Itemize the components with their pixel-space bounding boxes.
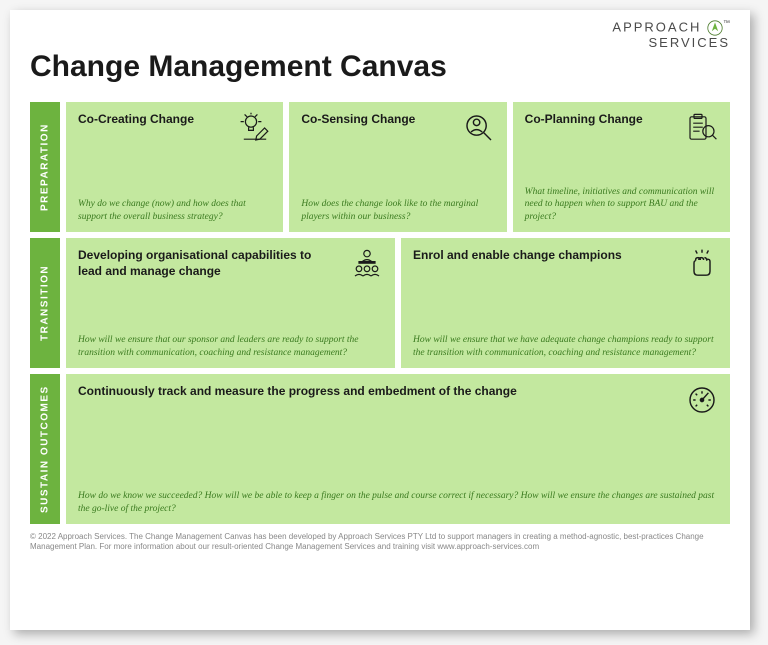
footer-copyright: © 2022 Approach Services. The Change Man… <box>30 532 730 553</box>
cards-sustain: Continuously track and measure the progr… <box>66 374 730 524</box>
magnifier-user-icon <box>463 112 495 144</box>
logo-line2: SERVICES <box>648 35 730 50</box>
card-question: How do we know we succeeded? How will we… <box>78 490 718 516</box>
cards-transition: Developing organisational capabilities t… <box>66 238 730 368</box>
row-preparation: PREPARATION Co-Creating Change <box>30 102 730 232</box>
card-question: How will we ensure that we have adequate… <box>413 334 718 360</box>
canvas-grid: PREPARATION Co-Creating Change <box>30 102 730 524</box>
rail-sustain: SUSTAIN OUTCOMES <box>30 374 60 524</box>
card-change-champions: Enrol and enable change champions How wi… <box>401 238 730 368</box>
card-title: Co-Creating Change <box>78 112 194 128</box>
clipboard-search-icon <box>686 112 718 144</box>
card-develop-capabilities: Developing organisational capabilities t… <box>66 238 395 368</box>
logo-tm: ™ <box>723 20 730 27</box>
card-track-measure: Continuously track and measure the progr… <box>66 374 730 524</box>
row-transition: TRANSITION Developing organisational cap… <box>30 238 730 368</box>
leaf-icon <box>707 20 723 36</box>
canvas-page: APPROACH ™ SERVICES Change Management Ca… <box>10 10 750 630</box>
logo-line1: APPROACH <box>612 19 701 34</box>
card-title: Enrol and enable change champions <box>413 248 622 264</box>
gauge-icon <box>686 384 718 416</box>
row-sustain: SUSTAIN OUTCOMES Continuously track and … <box>30 374 730 524</box>
card-title: Developing organisational capabilities t… <box>78 248 316 279</box>
card-title: Co-Planning Change <box>525 112 643 128</box>
card-question: How will we ensure that our sponsor and … <box>78 334 383 360</box>
card-question: Why do we change (now) and how does that… <box>78 198 271 224</box>
card-title: Continuously track and measure the progr… <box>78 384 517 400</box>
fist-icon <box>686 248 718 280</box>
card-question: What timeline, initiatives and communica… <box>525 186 718 224</box>
rail-preparation: PREPARATION <box>30 102 60 232</box>
card-co-creating: Co-Creating Change Why do we change (now… <box>66 102 283 232</box>
card-question: How does the change look like to the mar… <box>301 198 494 224</box>
lightbulb-pencil-icon <box>239 112 271 144</box>
cards-preparation: Co-Creating Change Why do we change (now… <box>66 102 730 232</box>
rail-transition: TRANSITION <box>30 238 60 368</box>
brand-logo: APPROACH ™ SERVICES <box>612 20 730 50</box>
team-lead-icon <box>351 248 383 280</box>
card-title: Co-Sensing Change <box>301 112 415 128</box>
page-title: Change Management Canvas <box>30 50 730 84</box>
card-co-sensing: Co-Sensing Change How does the change lo… <box>289 102 506 232</box>
card-co-planning: Co-Planning Change What timeline, init <box>513 102 730 232</box>
